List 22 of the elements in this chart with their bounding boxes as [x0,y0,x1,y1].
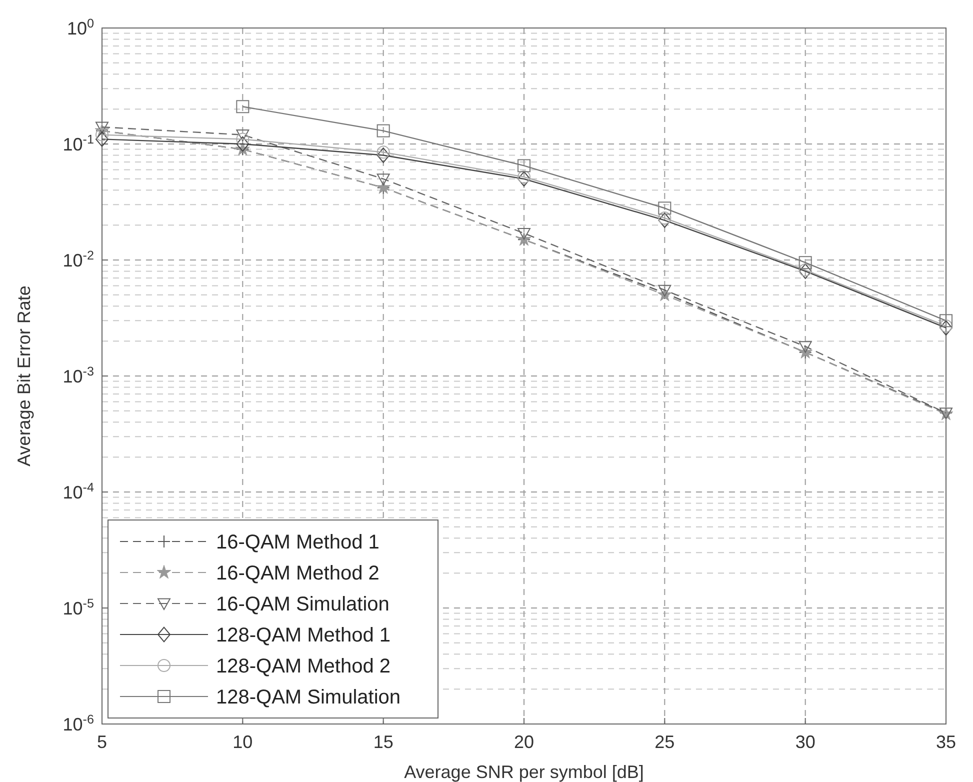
x-tick-label: 30 [795,732,816,752]
y-tick-label: 10$^{0}$ [66,16,94,38]
legend-label: 128-QAM Method 2 [216,656,391,678]
y-axis-title: Average Bit Error Rate [14,286,34,466]
legend-label: 128-QAM Simulation [216,686,401,708]
x-tick-label: 10 [232,732,253,752]
y-tick-label: 10$^{-1}$ [62,132,94,154]
y-tick-label: 10$^{-4}$ [62,480,94,502]
legend-label: 16-QAM Simulation [216,594,390,616]
x-tick-label: 20 [514,732,534,752]
x-tick-label: 25 [654,732,675,752]
x-tick-label: 5 [96,732,108,752]
y-tick-label: 10$^{-5}$ [62,596,94,618]
y-tick-label: 10$^{-2}$ [62,248,94,270]
x-tick-label: 35 [936,732,956,752]
x-axis-title: Average SNR per symbol [dB] [404,762,644,782]
x-tick-label: 15 [373,732,394,752]
legend-label: 16-QAM Method 1 [216,532,380,554]
y-tick-label: 10$^{-3}$ [62,364,94,386]
y-tick-label: 10$^{-6}$ [62,712,94,734]
legend-label: 128-QAM Method 1 [216,624,391,646]
legend-label: 16-QAM Method 2 [216,562,380,584]
